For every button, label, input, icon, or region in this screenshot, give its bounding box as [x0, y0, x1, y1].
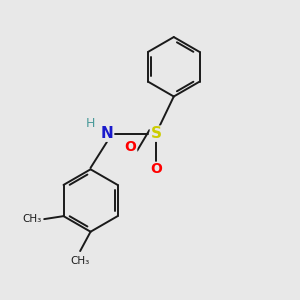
Text: O: O: [125, 140, 136, 154]
Text: N: N: [100, 126, 113, 141]
Text: S: S: [150, 126, 161, 141]
Text: CH₃: CH₃: [22, 214, 42, 224]
Text: CH₃: CH₃: [70, 256, 90, 266]
Text: H: H: [86, 117, 95, 130]
Text: O: O: [150, 162, 162, 176]
